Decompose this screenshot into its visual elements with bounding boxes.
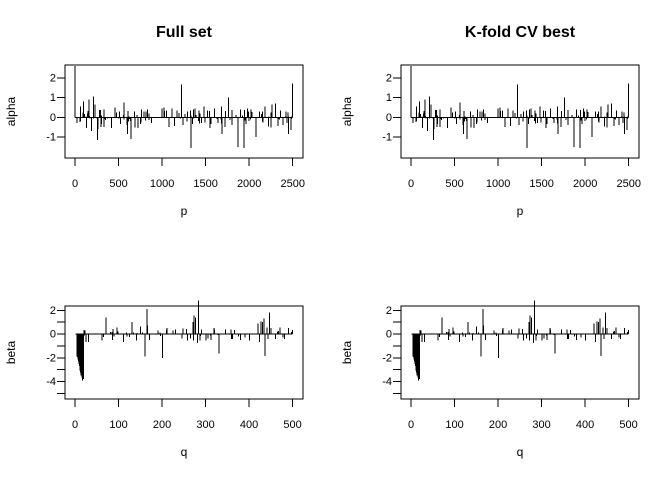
svg-text:1: 1: [386, 92, 392, 104]
svg-text:-2: -2: [46, 352, 56, 364]
svg-text:2000: 2000: [573, 178, 597, 190]
svg-text:1000: 1000: [150, 178, 174, 190]
svg-text:1500: 1500: [529, 178, 553, 190]
svg-text:beta: beta: [340, 340, 354, 364]
svg-text:alpha: alpha: [4, 97, 18, 127]
svg-text:-4: -4: [46, 376, 56, 388]
svg-text:300: 300: [532, 419, 550, 431]
svg-text:500: 500: [109, 178, 127, 190]
svg-text:Full set: Full set: [156, 24, 213, 41]
svg-text:2500: 2500: [280, 178, 304, 190]
svg-text:0: 0: [50, 112, 56, 124]
svg-text:0: 0: [386, 112, 392, 124]
svg-text:0: 0: [72, 419, 78, 431]
svg-text:500: 500: [283, 419, 301, 431]
svg-text:0: 0: [408, 419, 414, 431]
svg-text:200: 200: [153, 419, 171, 431]
svg-text:alpha: alpha: [340, 97, 354, 127]
svg-text:2: 2: [50, 72, 56, 84]
svg-text:p: p: [181, 204, 188, 218]
svg-text:2: 2: [386, 305, 392, 317]
svg-text:200: 200: [489, 419, 507, 431]
svg-text:p: p: [517, 204, 524, 218]
svg-text:-2: -2: [382, 352, 392, 364]
svg-text:-1: -1: [382, 132, 392, 144]
svg-text:beta: beta: [4, 340, 18, 364]
svg-text:100: 100: [445, 419, 463, 431]
svg-text:300: 300: [196, 419, 214, 431]
svg-text:1500: 1500: [193, 178, 217, 190]
svg-text:2000: 2000: [237, 178, 261, 190]
svg-text:0: 0: [72, 178, 78, 190]
svg-text:-1: -1: [46, 132, 56, 144]
svg-text:-4: -4: [382, 376, 392, 388]
svg-text:1: 1: [50, 92, 56, 104]
svg-text:400: 400: [576, 419, 594, 431]
svg-text:500: 500: [445, 178, 463, 190]
svg-text:500: 500: [619, 419, 637, 431]
svg-text:q: q: [181, 445, 188, 459]
svg-text:2: 2: [386, 72, 392, 84]
svg-text:100: 100: [109, 419, 127, 431]
svg-text:0: 0: [386, 329, 392, 341]
svg-text:0: 0: [50, 329, 56, 341]
svg-text:0: 0: [408, 178, 414, 190]
svg-text:2500: 2500: [616, 178, 640, 190]
svg-text:K-fold CV best: K-fold CV best: [465, 24, 576, 41]
svg-text:q: q: [517, 445, 524, 459]
svg-text:2: 2: [50, 305, 56, 317]
svg-text:1000: 1000: [486, 178, 510, 190]
svg-text:400: 400: [240, 419, 258, 431]
